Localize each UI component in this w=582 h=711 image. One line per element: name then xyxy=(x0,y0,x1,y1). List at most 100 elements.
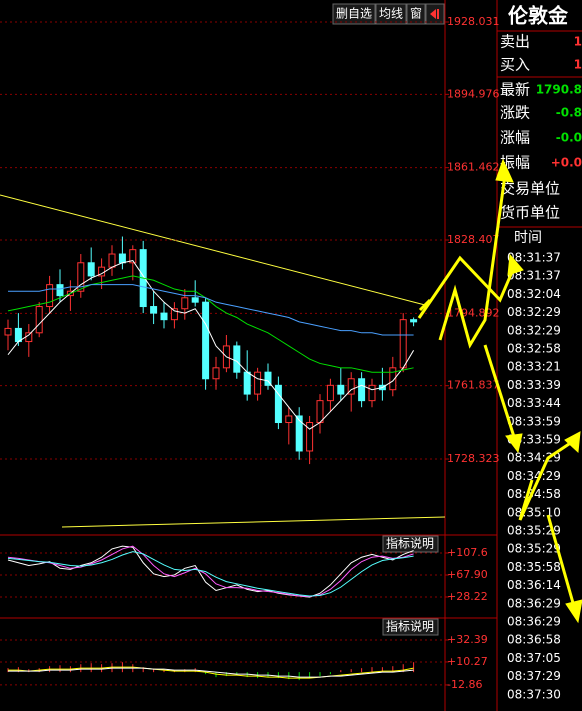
candle-body xyxy=(129,249,137,264)
quote-value: 1 xyxy=(574,35,582,49)
arrow xyxy=(418,298,432,312)
indicator-line xyxy=(7,545,414,598)
y-tick-label: 1861.462 xyxy=(447,161,500,174)
quote-label: 货币单位 xyxy=(500,204,560,222)
trade-time: 08:36:58 xyxy=(507,633,561,647)
indicator-line xyxy=(8,666,414,679)
y-tick-label: 1761.837 xyxy=(447,379,500,392)
candle-body xyxy=(274,384,282,424)
candle-body xyxy=(389,367,397,391)
arrow xyxy=(438,174,507,349)
trade-time: 08:34:29 xyxy=(507,469,561,483)
candle-body xyxy=(295,415,303,452)
candle-body xyxy=(4,327,12,336)
trade-time: 08:35:58 xyxy=(507,560,561,574)
button[interactable] xyxy=(406,3,426,25)
trade-time: 08:33:21 xyxy=(507,360,561,374)
candle-body xyxy=(160,312,168,321)
trade-time: 08:37:29 xyxy=(507,669,561,683)
y-tick-label: 1728.323 xyxy=(447,452,500,465)
quote-label: 买入 xyxy=(500,56,530,74)
y-tick-label: 1928.031 xyxy=(447,15,500,28)
arrow-head xyxy=(565,599,582,624)
trendline xyxy=(0,194,426,306)
arrow xyxy=(483,344,517,441)
arrow xyxy=(518,438,576,521)
arrow xyxy=(546,514,577,611)
button[interactable] xyxy=(332,3,376,25)
quote-label: 涨幅 xyxy=(500,129,530,147)
quote-value: -0.8 xyxy=(556,106,582,120)
candle-body xyxy=(347,378,355,395)
indicator-line xyxy=(7,275,414,373)
quote-label: 卖出 xyxy=(500,33,530,51)
candle-body xyxy=(306,422,314,452)
candle-body xyxy=(35,306,43,334)
trade-time: 08:35:29 xyxy=(507,542,561,556)
button[interactable] xyxy=(375,3,407,25)
annotation-arrows xyxy=(417,158,582,624)
candle-body xyxy=(212,367,220,380)
trendline xyxy=(61,516,446,528)
trade-time: 08:32:04 xyxy=(507,287,561,301)
candle-body xyxy=(316,400,324,424)
candle-body xyxy=(181,297,189,310)
instrument-title: 伦敦金 xyxy=(508,4,569,28)
candle-body xyxy=(25,332,33,343)
y-tick-label: +28.22 xyxy=(447,590,488,603)
indicator-line xyxy=(8,667,414,678)
candle-body xyxy=(358,378,366,402)
candle-body xyxy=(326,384,334,402)
button-label: 窗 xyxy=(410,7,422,21)
trade-time: 08:33:39 xyxy=(507,378,561,392)
quote-value: 1790.8 xyxy=(536,83,582,97)
arrow-head xyxy=(505,433,523,454)
trade-time: 08:31:37 xyxy=(507,269,561,283)
candle-body xyxy=(150,306,158,314)
trade-time: 08:32:58 xyxy=(507,342,561,356)
y-tick-label: 1828.407 xyxy=(447,233,500,246)
time-header: 时间 xyxy=(514,230,542,246)
candle-body xyxy=(243,371,251,395)
trade-time: 08:33:44 xyxy=(507,396,561,410)
trade-time: 08:31:37 xyxy=(507,251,561,265)
trade-time: 08:35:29 xyxy=(507,524,561,538)
y-tick-label: +67.90 xyxy=(447,568,488,581)
candle-body xyxy=(108,253,116,268)
y-tick-label: +32.39 xyxy=(447,633,488,646)
trade-time: 08:36:14 xyxy=(507,578,561,592)
candle-body xyxy=(285,415,293,424)
trade-time: 08:34:58 xyxy=(507,487,561,501)
candle-body xyxy=(264,371,272,386)
trade-time: 08:33:59 xyxy=(507,414,561,428)
trade-time: 08:35:10 xyxy=(507,505,561,519)
quote-panel: 伦敦金 时间 卖出 1 买入 1 最新 1790.8 涨跌 -0.8 涨幅 -0.0 振幅 +0.0 交… xyxy=(497,4,582,701)
candle-body xyxy=(368,384,376,402)
arrow-head xyxy=(564,431,581,454)
arrow-head xyxy=(495,158,514,183)
indicator-button-label: 指标说明 xyxy=(386,536,434,551)
quote-value: -0.0 xyxy=(556,131,582,145)
candle-body xyxy=(202,301,210,380)
arrow-head xyxy=(507,253,524,276)
y-tick-label: +10.27 xyxy=(447,655,488,668)
y-tick-label: 1794.892 xyxy=(447,306,500,319)
trade-time: 08:32:29 xyxy=(507,323,561,337)
candle-body xyxy=(399,319,407,369)
candle-body xyxy=(56,284,64,297)
indicator-line xyxy=(7,551,414,597)
arrow xyxy=(417,255,517,319)
icon xyxy=(430,9,439,19)
quote-value: +0.0 xyxy=(551,156,582,170)
indicator-button[interactable] xyxy=(382,618,439,636)
trade-time: 08:32:29 xyxy=(507,305,561,319)
button-label: 均线 xyxy=(379,7,403,21)
indicator-line xyxy=(8,284,414,336)
button-label: 删自选 xyxy=(336,7,372,21)
y-tick-label: 1894.976 xyxy=(447,87,500,100)
candle-body xyxy=(14,327,22,343)
trade-time: 08:36:29 xyxy=(507,615,561,629)
